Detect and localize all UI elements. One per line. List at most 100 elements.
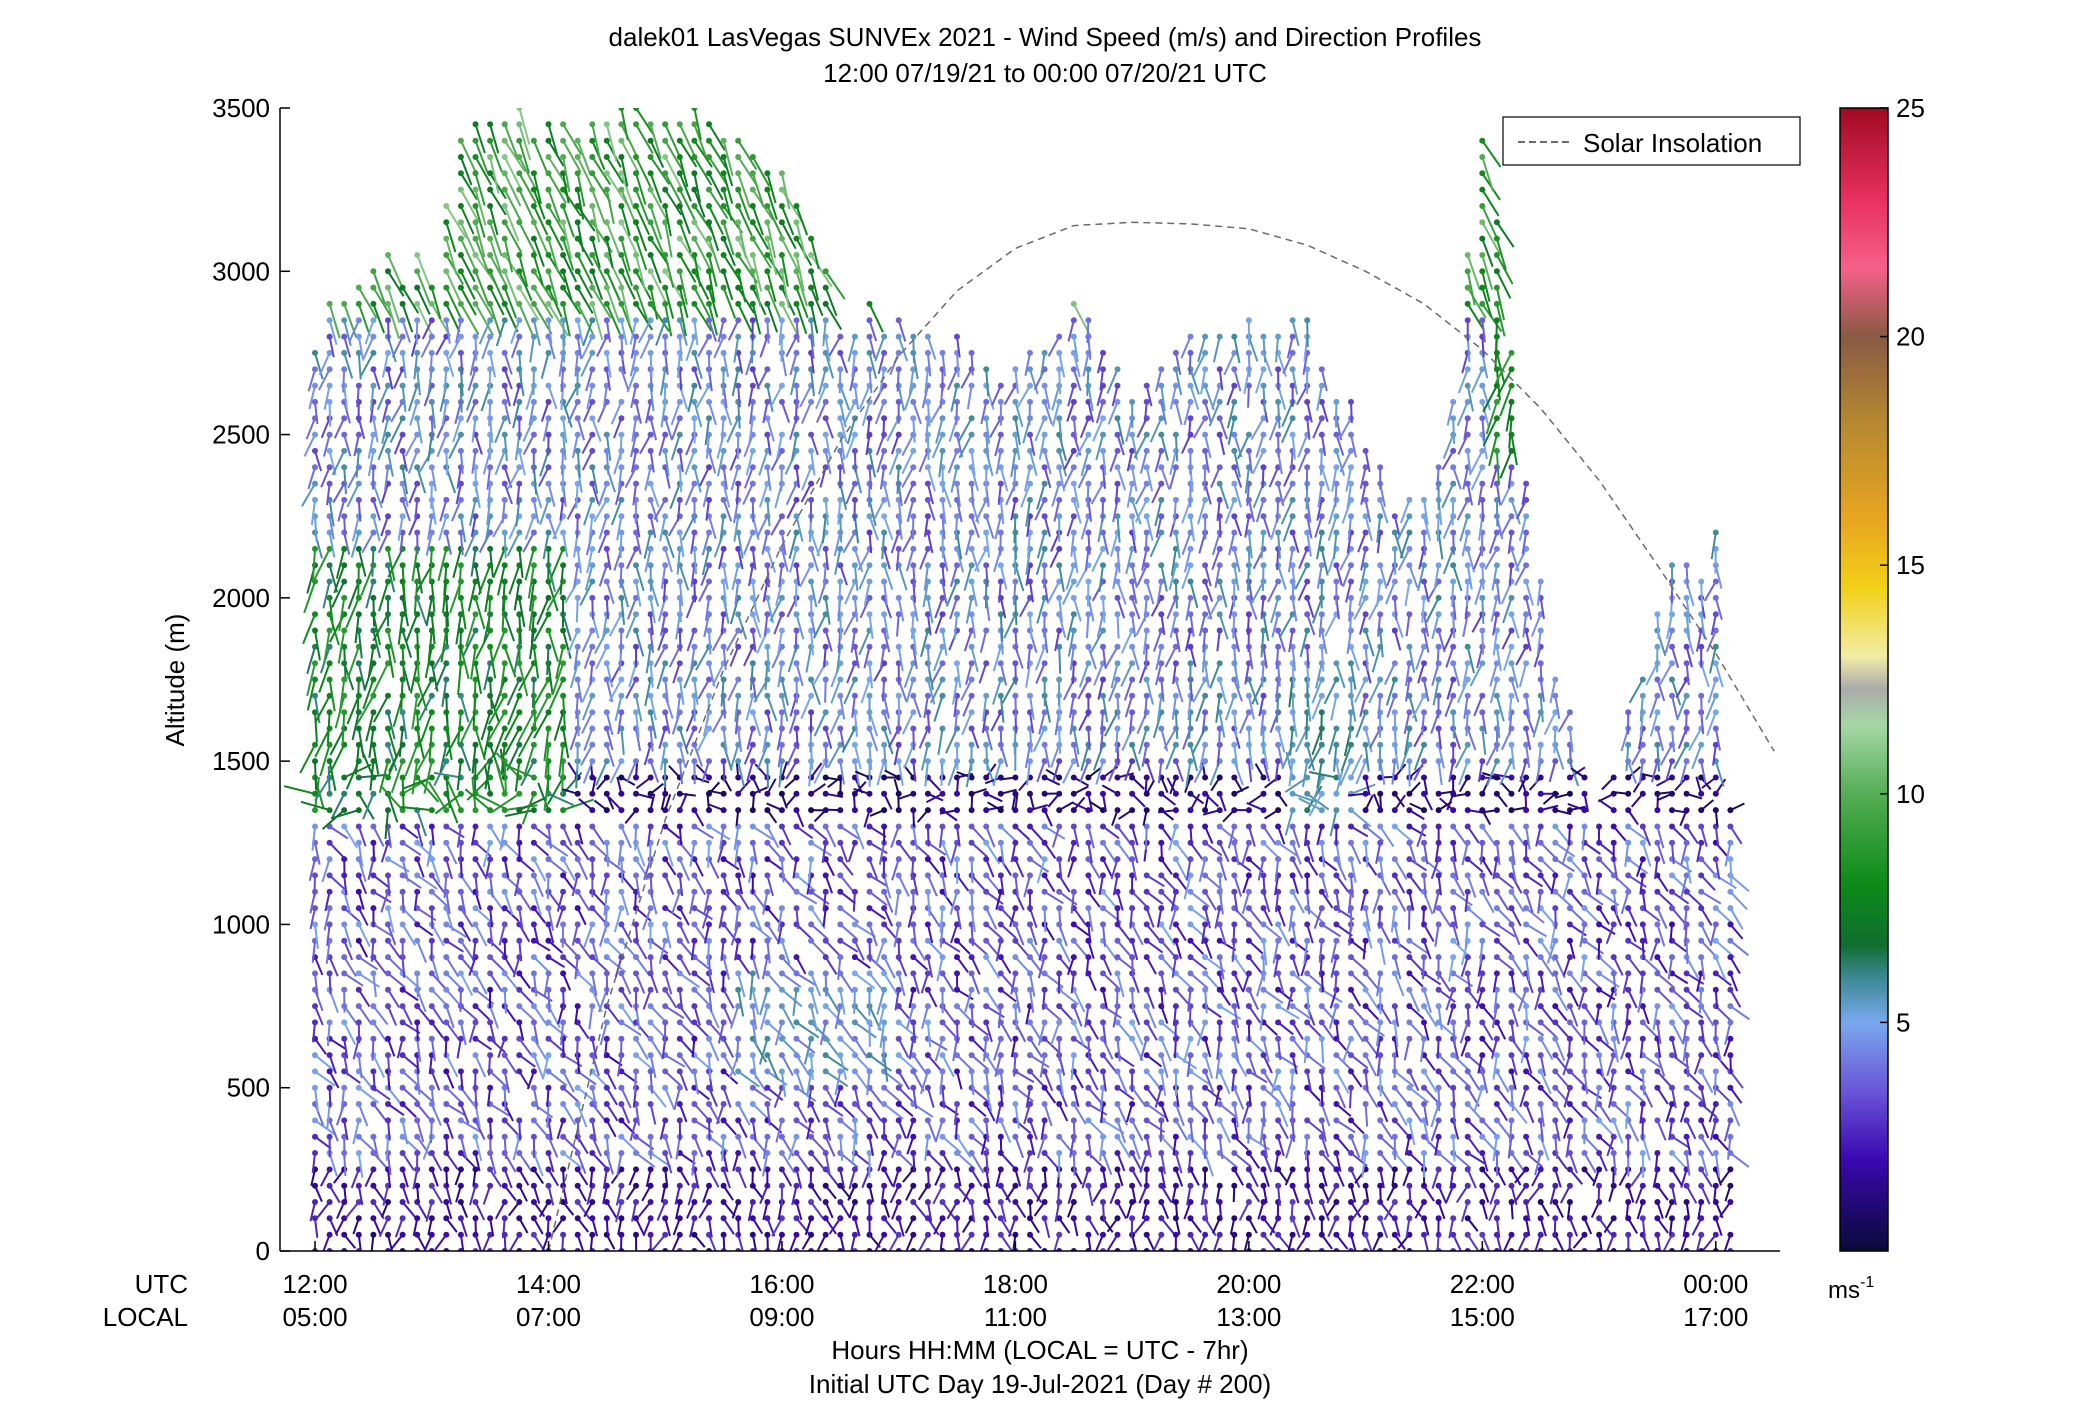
wind-barb (517, 826, 521, 846)
wind-barb-dot (676, 268, 683, 275)
wind-barb-dot (793, 235, 800, 242)
wind-barb-dot (793, 349, 800, 356)
wind-barb (635, 630, 645, 657)
wind-barb-dot (851, 937, 858, 944)
wind-barb (430, 581, 436, 613)
wind-barb (489, 287, 505, 316)
wind-barb-dot (691, 725, 698, 732)
wind-barb-dot (749, 496, 756, 503)
wind-barb-dot (428, 317, 435, 324)
wind-barb (635, 973, 646, 994)
wind-barb (547, 858, 567, 874)
wind-barb-dot (720, 203, 727, 209)
wind-barb (459, 385, 463, 413)
wind-barb (331, 450, 346, 476)
wind-barb (372, 1103, 388, 1123)
wind-barb (416, 679, 433, 708)
wind-barb-dot (472, 872, 479, 879)
wind-barb (518, 1070, 531, 1089)
wind-barb (443, 369, 448, 395)
wind-barb-dot (355, 986, 362, 993)
wind-barb (358, 1086, 380, 1104)
wind-barb-dot (676, 121, 683, 128)
wind-barb-dot (706, 398, 712, 405)
wind-barb-dot (691, 758, 698, 765)
wind-barb (346, 646, 360, 679)
wind-barb-dot (793, 1182, 800, 1189)
wind-barb (459, 140, 478, 174)
wind-barb (602, 385, 608, 410)
wind-barb (474, 842, 492, 858)
wind-barb (430, 1021, 444, 1039)
wind-barb (632, 483, 637, 506)
wind-barb (357, 1103, 369, 1127)
wind-barb-dot (851, 447, 858, 454)
wind-barb (518, 907, 524, 930)
wind-barb-dot (574, 872, 581, 879)
wind-barb-dot (355, 823, 362, 830)
wind-barb-dot (399, 1133, 406, 1140)
wind-barb (610, 499, 623, 526)
wind-barb-dot (501, 888, 508, 895)
wind-barb (343, 352, 354, 379)
wind-barb-dot (720, 219, 727, 226)
wind-barb-dot (720, 513, 727, 520)
wind-barb (580, 352, 594, 377)
wind-barb-dot (749, 252, 756, 258)
wind-barb (416, 940, 428, 963)
wind-barb-dot (676, 219, 683, 226)
wind-barb-dot (530, 252, 537, 258)
wind-barb-dot (385, 709, 391, 716)
wind-barb-dot (764, 611, 771, 618)
wind-barb (335, 1103, 346, 1126)
wind-barb-dot (355, 333, 362, 340)
wind-barb (307, 466, 316, 490)
wind-barb-dot (414, 970, 421, 977)
wind-barb-dot (764, 219, 771, 226)
wind-barb-dot (662, 137, 669, 144)
wind-barb-dot (618, 1117, 625, 1124)
wind-barb-dot (618, 986, 625, 993)
wind-barb (562, 1070, 575, 1093)
wind-barb-dot (530, 1101, 537, 1107)
wind-barb (658, 434, 667, 456)
wind-barb-dot (326, 888, 333, 895)
wind-barb (459, 238, 477, 272)
wind-barb-dot (355, 954, 362, 961)
wind-barb (429, 352, 433, 377)
wind-barb (316, 1201, 331, 1218)
wind-barb (583, 924, 594, 948)
wind-barb-dot (414, 529, 421, 536)
wind-barb-dot (545, 1150, 552, 1156)
wind-barb-dot (662, 627, 669, 634)
wind-barb-dot (516, 1035, 523, 1042)
wind-barb-dot (706, 1166, 712, 1173)
wind-barb-dot (764, 1068, 771, 1075)
wind-barb-dot (749, 1084, 756, 1091)
wind-barb-dot (764, 1133, 771, 1140)
wind-barb-dot (443, 1019, 450, 1026)
wind-barb (331, 581, 346, 608)
wind-barb (503, 1119, 520, 1136)
wind-barb (352, 1038, 360, 1060)
wind-barb (664, 123, 680, 156)
wind-barb-dot (662, 317, 669, 324)
wind-barb (678, 630, 682, 652)
wind-barb-dot (545, 937, 552, 944)
wind-barb-dot (662, 921, 669, 928)
wind-barb-dot (574, 203, 581, 209)
wind-barb-dot (866, 578, 873, 585)
wind-barb-dot (414, 1117, 421, 1124)
wind-barb-dot (501, 480, 508, 487)
wind-barb (503, 763, 535, 779)
wind-barb-dot (457, 970, 464, 977)
wind-barb-dot (545, 513, 552, 520)
wind-barb (471, 744, 477, 774)
wind-barb-dot (574, 268, 581, 275)
wind-barb-dot (720, 154, 727, 160)
wind-barb (414, 499, 419, 522)
wind-barb-dot (851, 431, 858, 438)
wind-barb (466, 401, 477, 423)
wind-barb-dot (749, 1052, 756, 1059)
wind-barb (420, 336, 433, 358)
